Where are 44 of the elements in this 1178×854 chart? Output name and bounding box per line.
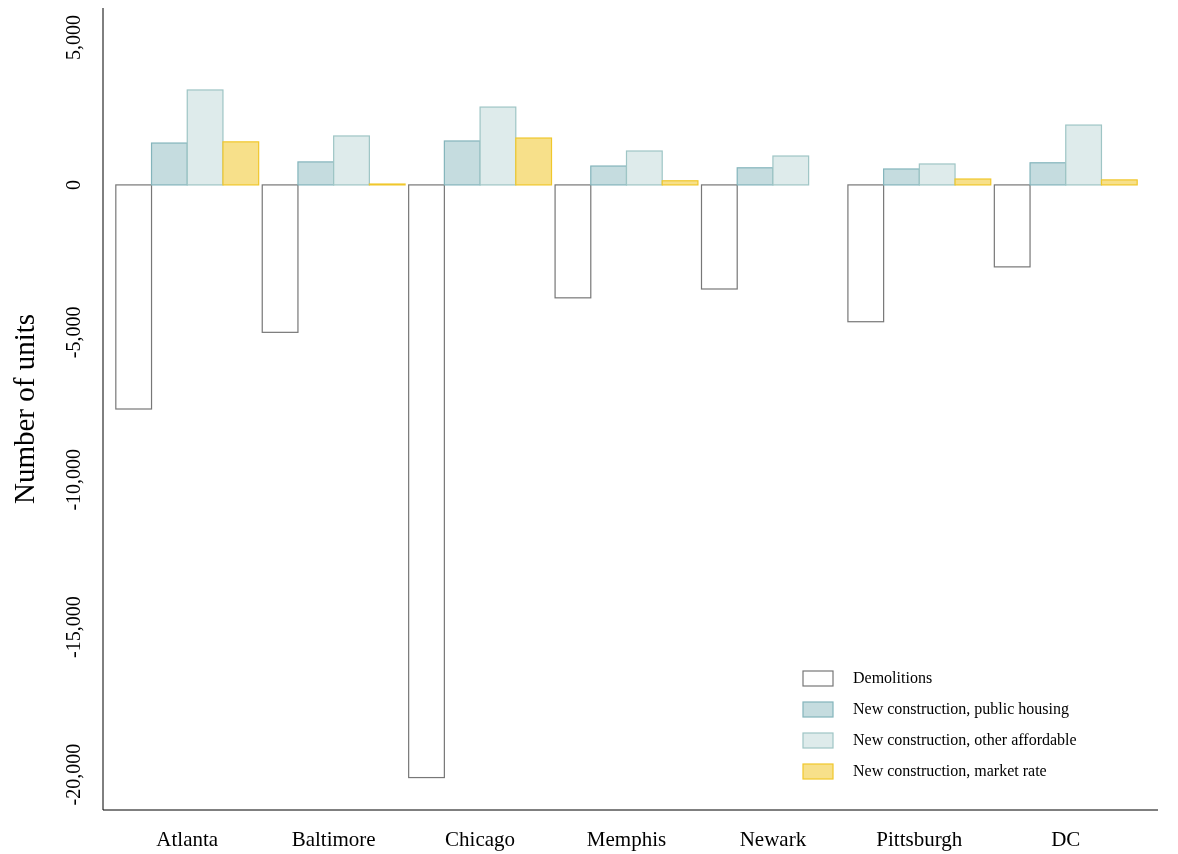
x-tick-label: Newark (739, 827, 807, 851)
bar (993, 184, 1031, 268)
x-tick-label: Pittsburgh (876, 827, 963, 851)
legend-label: New construction, other affordable (853, 731, 1077, 748)
y-tick-label: 0 (62, 179, 84, 190)
legend-label: New construction, public housing (853, 700, 1069, 718)
bar (1065, 124, 1103, 186)
bar (1100, 179, 1138, 186)
bar (1029, 162, 1067, 186)
bar (261, 184, 299, 333)
x-tick-label: DC (1051, 827, 1081, 851)
bar (222, 141, 260, 186)
bar (515, 137, 553, 186)
bar (772, 155, 810, 186)
y-tick-label: -20,000 (62, 743, 84, 806)
y-axis-title: Number of units (8, 313, 40, 505)
legend-label: New construction, market rate (853, 762, 1047, 779)
bar (115, 184, 153, 410)
x-tick-label: Baltimore (291, 827, 376, 851)
legend-label: Demolitions (853, 669, 933, 686)
bar (150, 142, 188, 186)
bar (297, 161, 335, 186)
bar (590, 165, 628, 186)
bar (333, 135, 370, 186)
y-tick-label: 5,000 (62, 14, 84, 60)
bar (883, 168, 920, 186)
bar (736, 167, 774, 186)
x-tick-label: Atlanta (156, 827, 219, 851)
bar (443, 140, 481, 186)
bar (408, 184, 445, 779)
x-tick-label: Chicago (445, 827, 516, 851)
bar (918, 163, 956, 186)
y-tick-label: -10,000 (62, 448, 84, 511)
bar (625, 150, 663, 186)
y-tick-label: -15,000 (62, 596, 84, 659)
bar (186, 89, 224, 186)
bar (700, 184, 738, 290)
x-tick-label: Memphis (586, 827, 667, 851)
bar (661, 180, 699, 186)
bar (554, 184, 592, 299)
bar (954, 178, 992, 186)
bar (479, 106, 517, 186)
y-tick-label: -5,000 (62, 306, 84, 359)
bar (847, 184, 885, 323)
